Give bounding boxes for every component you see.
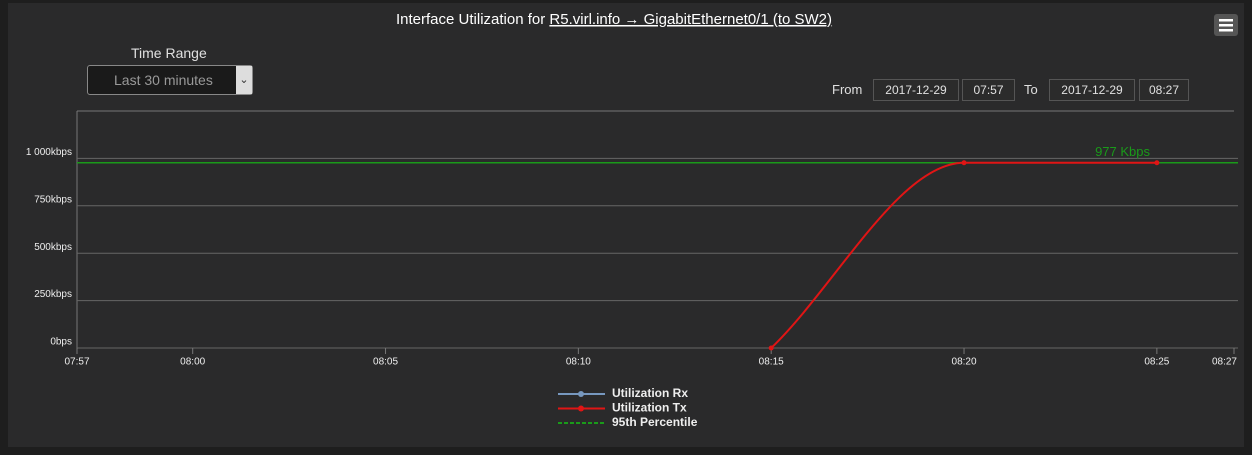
to-label: To <box>1024 82 1038 97</box>
from-label: From <box>832 82 863 97</box>
legend-marker <box>578 391 584 397</box>
x-tick-label: 07:57 <box>64 357 89 368</box>
from-time[interactable]: 07:57 <box>962 79 1015 101</box>
x-tick-label: 08:27 <box>1212 357 1237 368</box>
y-tick-label: 500kbps <box>34 242 72 253</box>
x-tick-label: 08:25 <box>1144 357 1169 368</box>
y-tick-label: 750kbps <box>34 194 72 205</box>
x-tick-label: 08:10 <box>566 357 591 368</box>
y-tick-label: 1 000kbps <box>26 147 72 158</box>
time-range-select[interactable]: Last 30 minutes ⌄ <box>87 65 253 95</box>
x-tick-label: 08:20 <box>952 357 977 368</box>
y-tick-label: 250kbps <box>34 289 72 300</box>
from-date[interactable]: 2017-12-29 <box>873 79 959 101</box>
legend-marker <box>578 405 584 412</box>
title-link[interactable]: R5.virl.info → GigabitEthernet0/1 (to SW… <box>549 11 832 28</box>
legend-item[interactable]: 95th Percentile <box>558 415 698 429</box>
title-text: Interface Utilization for <box>396 11 545 28</box>
y-tick-label: 0bps <box>50 337 72 348</box>
x-tick-label: 08:00 <box>180 357 205 368</box>
point <box>768 345 774 351</box>
time-range-label: Time Range <box>131 45 207 61</box>
legend-item[interactable]: Utilization Tx <box>558 401 687 415</box>
series-line <box>770 161 1157 349</box>
legend-label: Utilization Rx <box>612 386 688 400</box>
to-date[interactable]: 2017-12-29 <box>1049 79 1135 101</box>
select-value: Last 30 minutes <box>114 72 213 88</box>
to-time[interactable]: 08:27 <box>1139 79 1189 101</box>
menu-button[interactable] <box>1214 14 1238 36</box>
x-tick-label: 08:15 <box>759 357 784 368</box>
legend-label: Utilization Tx <box>612 401 687 415</box>
chart-title: Interface Utilization for R5.virl.info →… <box>396 11 832 28</box>
point <box>1154 160 1160 166</box>
x-tick-label: 08:05 <box>373 357 398 368</box>
legend-item[interactable]: Utilization Rx <box>558 386 688 400</box>
point <box>961 160 967 166</box>
legend-label: 95th Percentile <box>612 415 698 429</box>
percentile-label: 977 Kbps <box>1095 144 1150 159</box>
